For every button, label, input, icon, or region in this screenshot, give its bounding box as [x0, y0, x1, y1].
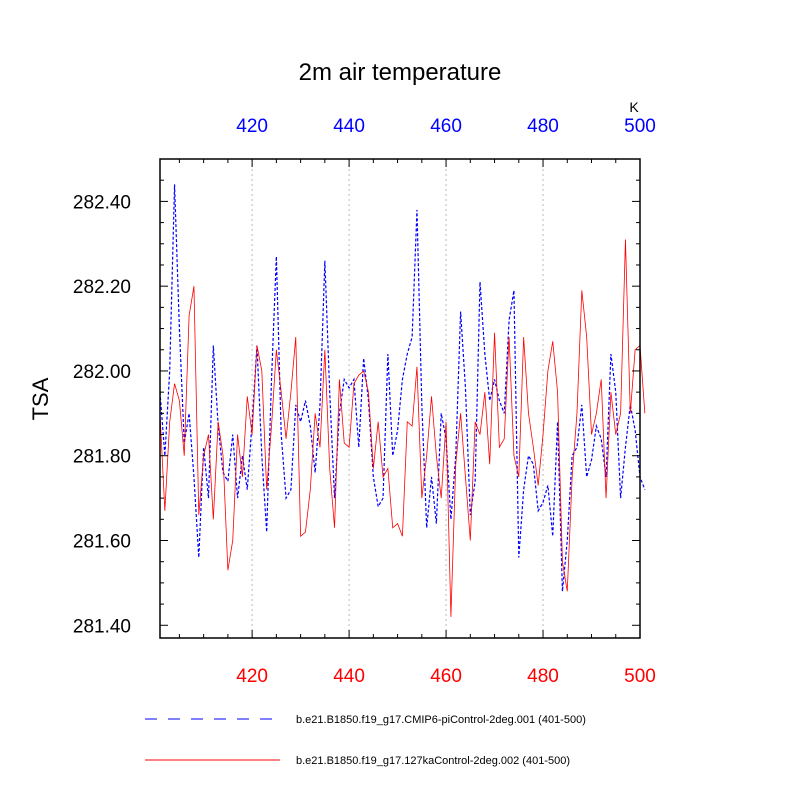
x-top-tick-label: 440	[333, 116, 365, 137]
plot-frame	[159, 158, 641, 639]
axis-ticks	[160, 159, 641, 638]
y-tick-label: 282.40	[73, 192, 131, 213]
x-top-tick-label: 420	[236, 116, 268, 137]
chart-title: 2m air temperature	[299, 59, 502, 86]
x-bottom-tick-label: 480	[527, 666, 559, 687]
plot-series	[159, 184, 646, 617]
x-bottom-tick-label: 460	[430, 666, 462, 687]
y-tick-label: 281.60	[73, 532, 131, 553]
legend: b.e21.B1850.f19_g17.CMIP6-piControl-2deg…	[145, 714, 586, 767]
x-top-tick-label: 500	[624, 116, 656, 137]
y-tick-label: 282.20	[73, 277, 131, 298]
x-bottom-tick-label: 440	[333, 666, 365, 687]
y-tick-label: 282.00	[73, 362, 131, 383]
x-top-tick-labels: 420 440 460 480 500	[236, 116, 656, 137]
x-top-tick-label: 460	[430, 116, 462, 137]
x-bottom-tick-label: 500	[624, 666, 656, 687]
legend-label-series-2: b.e21.B1850.f19_g17.127kaControl-2deg.00…	[296, 755, 570, 767]
x-top-tick-label: 480	[527, 116, 559, 137]
y-tick-label: 281.40	[73, 616, 131, 637]
y-tick-label: 281.80	[73, 447, 131, 468]
series-line-1	[159, 184, 646, 592]
x-bottom-tick-label: 420	[236, 666, 268, 687]
y-tick-labels: 281.40 281.60 281.80 282.00 282.20 282.40	[73, 192, 131, 637]
x-unit-label: K	[629, 99, 639, 115]
y-axis-label: TSA	[28, 377, 53, 420]
legend-label-series-1: b.e21.B1850.f19_g17.CMIP6-piControl-2deg…	[296, 714, 586, 726]
series-line-2	[159, 239, 646, 617]
x-bottom-tick-labels: 420 440 460 480 500	[236, 666, 656, 687]
